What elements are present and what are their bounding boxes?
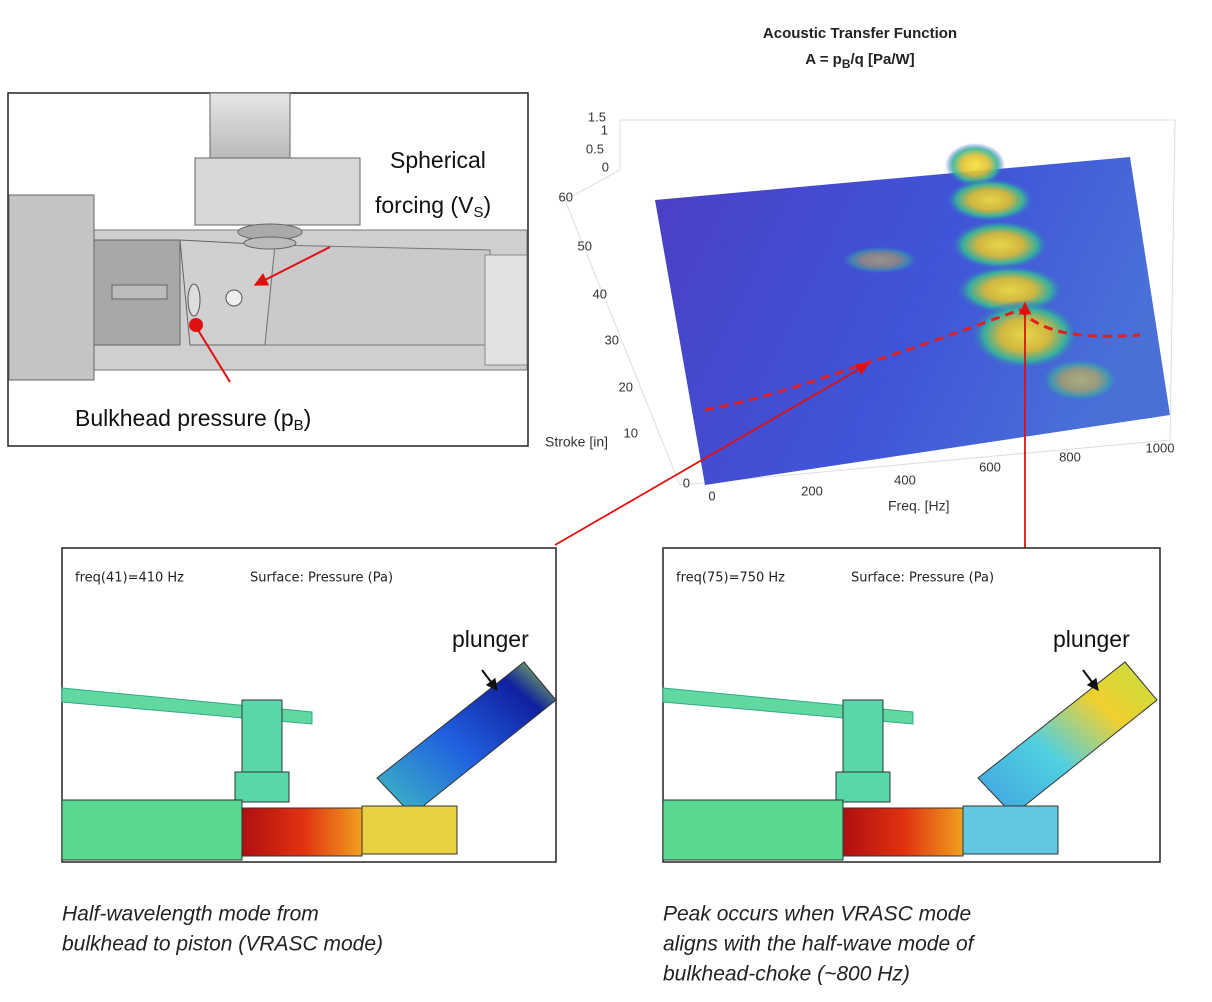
label-text: ) xyxy=(304,405,312,431)
y-tick-label: 10 xyxy=(624,425,638,440)
surface xyxy=(655,157,1170,485)
surface-plot: Acoustic Transfer Function A = pB/q [Pa/… xyxy=(545,25,1175,514)
caption: aligns with the half-wave mode of xyxy=(663,933,976,956)
title-text: /q [Pa/W] xyxy=(851,51,915,68)
subscript: B xyxy=(842,57,851,71)
caption: Peak occurs when VRASC mode xyxy=(663,903,971,926)
z-tick-label: 0 xyxy=(602,159,609,174)
cap xyxy=(235,772,289,802)
cad-panel: Spherical forcing (VS) Bulkhead pressure… xyxy=(8,93,528,446)
x-tick-label: 400 xyxy=(894,472,916,487)
plot-title: A = pB/q [Pa/W] xyxy=(805,51,914,71)
simulation-panels: freq(41)=410 Hz Surface: Pressure (Pa) plu… xyxy=(62,548,1160,986)
panel-header: freq(41)=410 Hz xyxy=(75,571,184,586)
tube-mid xyxy=(242,808,362,856)
z-tick-label: 0.5 xyxy=(586,141,604,156)
label-text: forcing (V xyxy=(375,192,474,218)
tube-mid xyxy=(843,808,963,856)
tube-right xyxy=(362,806,457,854)
plot-title: Acoustic Transfer Function xyxy=(763,25,957,42)
panel-header: freq(75)=750 Hz xyxy=(676,571,785,586)
tube-left xyxy=(62,800,242,860)
y-tick-label: 0 xyxy=(683,475,690,490)
x-tick-label: 1000 xyxy=(1146,440,1175,455)
page: Spherical forcing (VS) Bulkhead pressure… xyxy=(0,0,1212,1002)
stem xyxy=(242,700,282,775)
y-tick-label: 30 xyxy=(605,332,619,347)
label: plunger xyxy=(1053,626,1130,652)
z-tick-label: 1 xyxy=(601,122,608,137)
panel-header: Surface: Pressure (Pa) xyxy=(851,571,994,586)
stem xyxy=(843,700,883,775)
caption: bulkhead-choke (~800 Hz) xyxy=(663,963,910,986)
subscript: B xyxy=(294,417,304,434)
axis-label: Freq. [Hz] xyxy=(888,498,949,514)
simulation-panel: freq(75)=750 Hz Surface: Pressure (Pa) plu… xyxy=(663,548,1160,986)
y-tick-label: 40 xyxy=(593,286,607,301)
cap xyxy=(836,772,890,802)
caption: bulkhead to piston (VRASC mode) xyxy=(62,933,383,956)
title-text: A = p xyxy=(805,51,842,68)
label: plunger xyxy=(452,626,529,652)
x-tick-label: 200 xyxy=(801,483,823,498)
label-text: ) xyxy=(483,192,491,218)
simulation-panel: freq(41)=410 Hz Surface: Pressure (Pa) plu… xyxy=(62,548,556,956)
caption: Half-wavelength mode from xyxy=(62,903,319,926)
panel-header: Surface: Pressure (Pa) xyxy=(250,571,393,586)
axis-label: Stroke [in] xyxy=(545,434,608,450)
tube-left xyxy=(663,800,843,860)
x-tick-label: 0 xyxy=(708,488,715,503)
y-tick-label: 20 xyxy=(619,379,633,394)
label: Bulkhead pressure (pB) xyxy=(75,405,311,434)
tube-right xyxy=(963,806,1058,854)
label: Spherical xyxy=(390,147,486,173)
x-tick-label: 800 xyxy=(1059,449,1081,464)
x-tick-label: 600 xyxy=(979,459,1001,474)
y-tick-label: 60 xyxy=(559,189,573,204)
y-tick-label: 50 xyxy=(578,238,592,253)
label-text: Bulkhead pressure (p xyxy=(75,405,294,431)
subscript: S xyxy=(473,204,483,221)
